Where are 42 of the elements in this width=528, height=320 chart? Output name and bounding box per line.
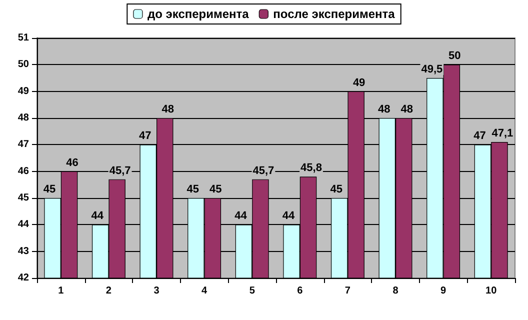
data-label: 45,7: [252, 164, 274, 177]
x-tick-label: 1: [58, 286, 64, 296]
y-tick-label: 42: [18, 272, 30, 284]
x-tick-label: 7: [344, 286, 351, 296]
x-tick-label: 3: [154, 286, 160, 296]
data-label: 47: [139, 130, 152, 142]
y-tick-label: 51: [18, 32, 30, 44]
data-label: 44: [91, 210, 104, 222]
data-label: 47,1: [492, 128, 514, 140]
data-label: 48: [400, 104, 413, 116]
y-tick-label: 49: [18, 86, 30, 97]
x-tick-label: 6: [297, 286, 304, 296]
legend-label: до эксперимента: [147, 7, 250, 21]
x-tick-label: 2: [106, 286, 112, 296]
y-tick-label: 45: [18, 192, 30, 204]
y-tick-label: 47: [18, 139, 30, 150]
y-tick-label: 43: [18, 246, 30, 257]
y-tick-label: 46: [18, 166, 30, 177]
data-label: 49,5: [421, 64, 443, 76]
y-tick-label: 48: [18, 112, 30, 124]
x-tick-label: 10: [486, 286, 498, 296]
data-label: 45: [330, 184, 342, 196]
y-tick-label: 44: [18, 219, 30, 230]
x-tick-label: 5: [249, 286, 256, 296]
data-label: 45,7: [109, 164, 131, 177]
data-label: 50: [448, 50, 461, 62]
data-label: 45: [43, 184, 56, 196]
data-label: 45: [186, 184, 200, 196]
data-label: 47: [474, 130, 486, 142]
x-tick-label: 4: [202, 286, 208, 296]
data-label: 48: [162, 104, 174, 116]
data-label: 44: [234, 210, 248, 222]
data-label: 44: [282, 210, 296, 222]
data-label: 49: [352, 76, 366, 89]
data-label: 48: [378, 104, 390, 116]
x-tick-label: 9: [440, 286, 447, 296]
data-label: 45,8: [300, 162, 322, 174]
x-tick-label: 8: [392, 286, 399, 296]
legend-label: после эксперимента: [273, 7, 396, 21]
y-tick-label: 50: [18, 59, 30, 70]
data-label: 46: [66, 156, 78, 169]
data-label: 45: [210, 184, 222, 196]
